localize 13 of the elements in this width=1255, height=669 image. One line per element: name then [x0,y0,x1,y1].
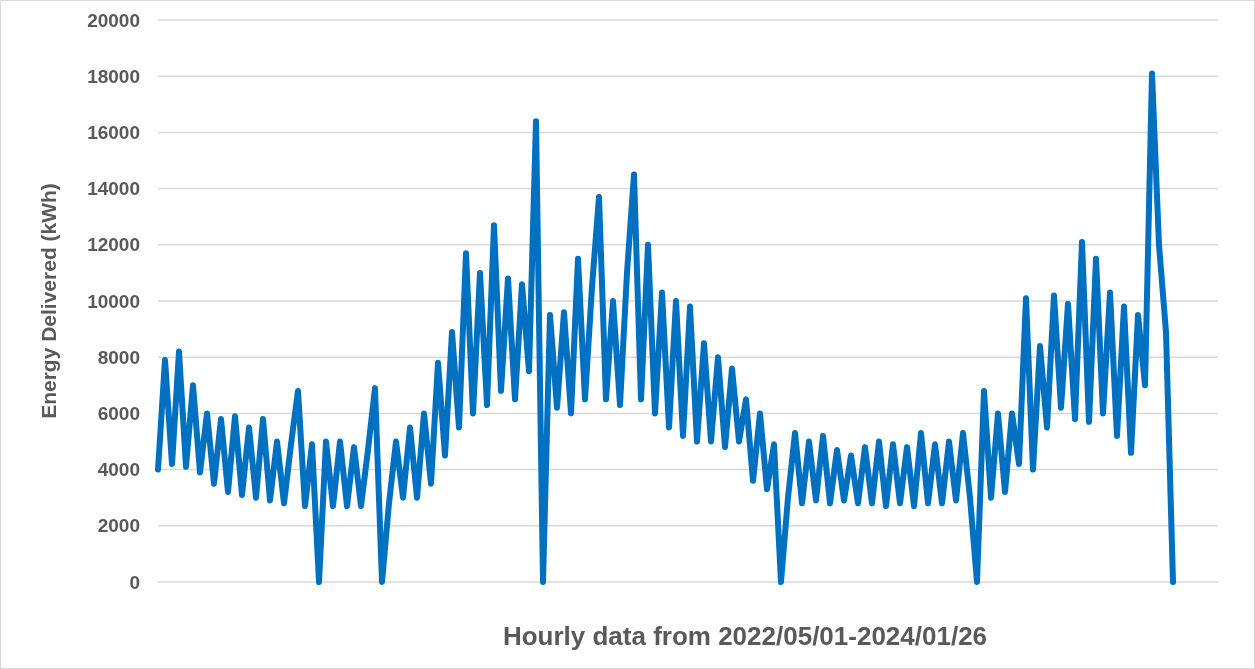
y-tick-label: 12000 [87,234,140,256]
y-tick-label: 8000 [97,346,140,368]
y-tick-label: 20000 [87,9,140,31]
y-tick-label: 18000 [87,65,140,87]
x-axis-title: Hourly data from 2022/05/01-2024/01/26 [502,621,988,651]
y-tick-label: 6000 [97,402,140,424]
y-tick-label: 10000 [87,290,140,312]
y-tick-label: 14000 [87,178,140,200]
y-tick-label: 0 [129,571,140,593]
y-tick-label: 4000 [97,459,140,481]
y-axis-title: Energy Delivered (kWh) [37,183,60,419]
y-tick-label: 16000 [87,121,140,143]
y-tick-label: 2000 [97,515,140,537]
